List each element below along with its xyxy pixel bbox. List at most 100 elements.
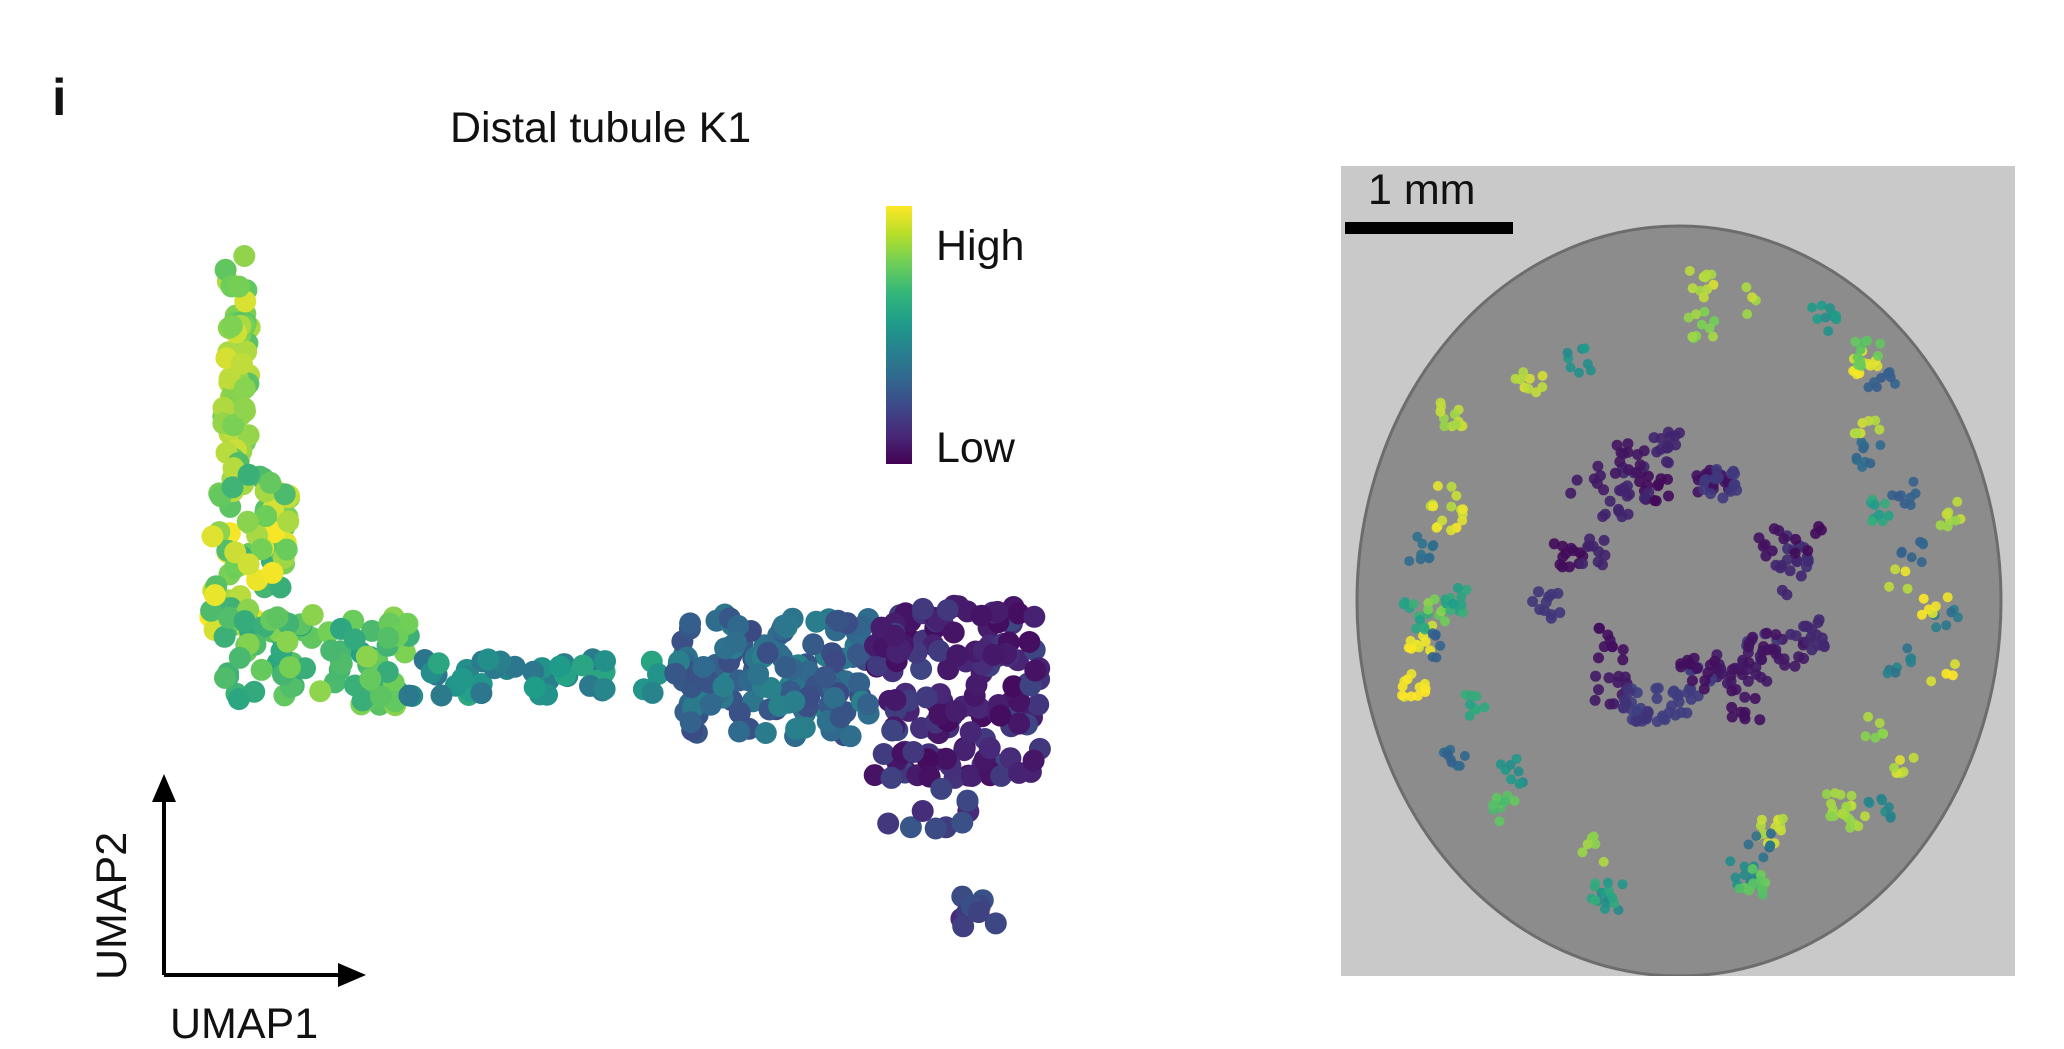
tissue-spot <box>1427 652 1438 662</box>
tissue-spot <box>1582 839 1593 850</box>
tissue-spot <box>1882 368 1893 379</box>
tissue-spot <box>1609 467 1621 479</box>
umap-point <box>783 690 806 713</box>
tissue-spot <box>1446 757 1457 768</box>
tissue-spot <box>1801 561 1813 573</box>
umap-point <box>204 584 226 607</box>
umap-point <box>220 315 243 338</box>
umap-point <box>594 650 616 673</box>
tissue-spot <box>1479 702 1490 713</box>
umap-point <box>982 643 1005 666</box>
tissue-spot <box>1458 504 1468 515</box>
x-axis-label: UMAP1 <box>170 1000 319 1048</box>
tissue-spot <box>1905 657 1916 668</box>
tissue-spot <box>1759 539 1771 551</box>
tissue-spot <box>1618 448 1630 460</box>
tissue-spot <box>1458 607 1468 618</box>
tissue-spot <box>1446 525 1457 536</box>
tissue-spot <box>1571 474 1583 486</box>
tissue-spot <box>1906 552 1917 563</box>
tissue-spot <box>1524 373 1535 384</box>
tissue-spot <box>1450 419 1461 430</box>
tissue-spot <box>1776 825 1787 836</box>
umap-point <box>212 396 235 419</box>
umap-point <box>679 711 702 734</box>
tissue-spot <box>1757 645 1768 657</box>
tissue-spot <box>1617 644 1629 656</box>
tissue-spot <box>1790 533 1802 545</box>
tissue-spot <box>1688 652 1700 664</box>
tissue-spot <box>1867 516 1878 527</box>
umap-point <box>728 720 751 743</box>
tissue-spot <box>1415 615 1426 625</box>
tissue-spot <box>1588 473 1600 485</box>
tissue-spot <box>1515 374 1526 385</box>
tissue-spot <box>1942 521 1953 532</box>
umap-point <box>902 741 925 763</box>
umap-point <box>989 704 1012 727</box>
tissue-spot <box>1734 883 1745 894</box>
umap-point <box>276 630 299 653</box>
umap-point <box>978 737 1001 759</box>
umap-point <box>309 680 332 703</box>
umap-point <box>227 688 250 711</box>
tissue-spot <box>1743 839 1754 850</box>
tissue-spot <box>1930 601 1941 612</box>
tissue-spot <box>1900 566 1911 577</box>
umap-point <box>959 721 982 744</box>
tissue-spot <box>1574 367 1584 378</box>
tissue-spot <box>1511 753 1522 764</box>
tissue-spot <box>1567 545 1579 557</box>
tissue-spot <box>1447 598 1458 609</box>
tissue-spot <box>1419 678 1430 689</box>
tissue-spot <box>1593 684 1604 696</box>
x-axis-arrowhead <box>338 963 366 987</box>
umap-point <box>915 686 938 709</box>
umap-point <box>233 610 256 633</box>
umap-point <box>1018 631 1041 653</box>
umap-point <box>213 625 236 648</box>
tissue-spot <box>1952 496 1963 507</box>
tissue-spot <box>1918 539 1929 550</box>
umap-point <box>857 693 879 716</box>
tissue-spot <box>1662 457 1674 469</box>
umap-point <box>201 525 224 548</box>
umap-point <box>255 505 278 528</box>
tissue-spot <box>1416 549 1427 560</box>
tissue-spot <box>1869 377 1880 388</box>
tissue-spot <box>1442 749 1453 760</box>
tissue-spot <box>1756 814 1767 825</box>
umap-point <box>1008 712 1031 735</box>
tissue-spot <box>1604 634 1616 646</box>
tissue-spot <box>1638 492 1650 504</box>
tissue-spot <box>1747 864 1758 874</box>
umap-point <box>805 610 828 633</box>
umap-point <box>756 642 779 664</box>
umap-point <box>724 631 747 654</box>
tissue-spot <box>1875 440 1886 451</box>
tissue-spot <box>1790 630 1802 642</box>
tissue-spot <box>1698 683 1710 695</box>
panel-letter: i <box>52 69 67 127</box>
umap-point <box>953 739 976 762</box>
tissue-spot <box>1431 522 1442 533</box>
tissue-spot <box>1941 620 1952 631</box>
tissue-spot <box>1755 875 1766 886</box>
tissue-spot <box>1890 564 1901 575</box>
tissue-spot <box>1823 326 1834 337</box>
tissue-spot <box>1557 540 1569 552</box>
tissue-spot <box>1846 790 1857 801</box>
tissue-spot <box>1755 671 1767 683</box>
tissue-spot <box>1404 556 1415 567</box>
tissue-spot <box>1398 599 1409 610</box>
umap-point <box>970 604 993 627</box>
tissue-spot <box>1661 442 1673 454</box>
tissue-spot <box>1670 439 1682 451</box>
tissue-spot <box>1738 710 1750 722</box>
tissue-spot <box>1615 485 1627 497</box>
tissue-spot <box>1916 609 1927 620</box>
tissue-spot <box>1446 501 1457 512</box>
tissue-spot <box>1869 499 1880 510</box>
tissue-spot <box>1430 630 1441 641</box>
umap-point <box>261 561 284 584</box>
